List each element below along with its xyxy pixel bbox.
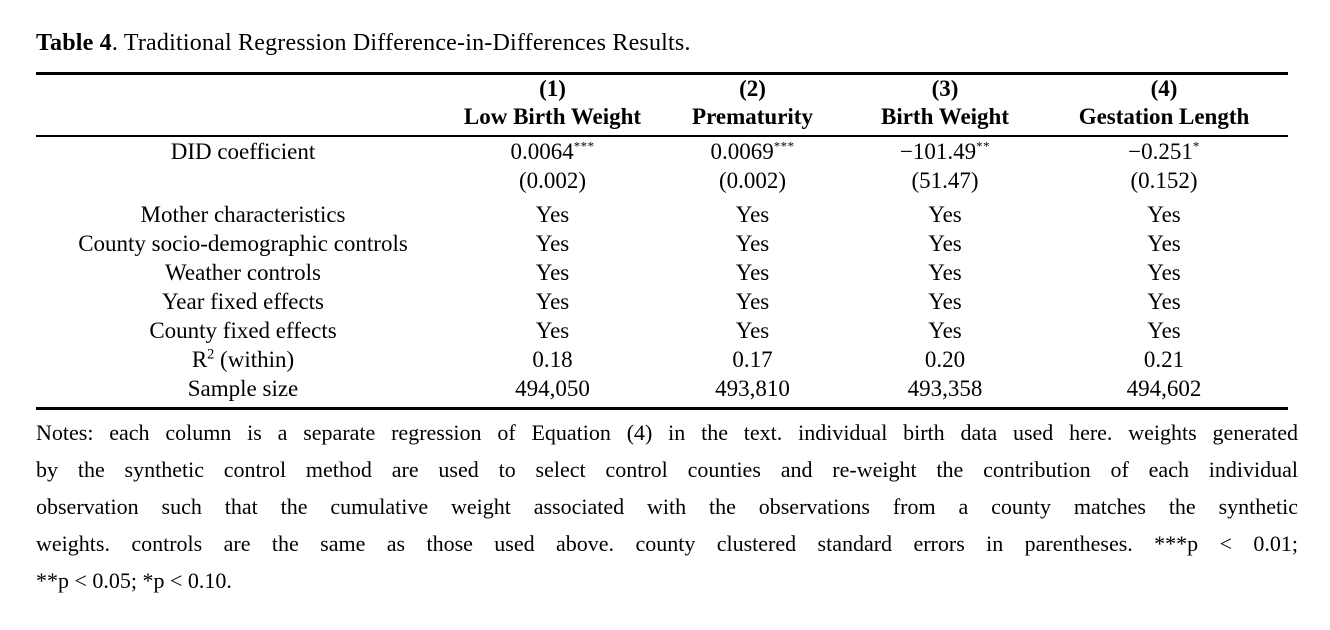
- table-row-mother-characteristics: Mother characteristics Yes Yes Yes Yes: [36, 195, 1288, 229]
- table-cell: Yes: [1147, 260, 1181, 285]
- table-cell: Yes: [735, 289, 770, 314]
- table-cell: Yes: [735, 318, 770, 343]
- notes-line: observation such that the cumulative wei…: [36, 494, 1298, 519]
- table-title: Table 4. Traditional Regression Differen…: [36, 30, 1290, 56]
- table-cell: Yes: [535, 260, 570, 285]
- notes-line: weights. controls are the same as those …: [36, 531, 1298, 556]
- table-cell: (0.152): [1130, 168, 1198, 193]
- table-title-number: Table 4: [36, 30, 112, 56]
- header-spacer: [36, 103, 450, 137]
- regression-results-table: (1) (2) (3) (4) Low Birth Weight Prematu…: [36, 72, 1288, 410]
- column-header-prematurity: Prematurity: [655, 103, 850, 137]
- table-row-did-coefficient: DID coefficient 0.0064*** 0.0069*** −101…: [36, 136, 1288, 166]
- table-cell: (51.47): [911, 168, 979, 193]
- table-row-sample-size: Sample size 494,050 493,810 493,358 494,…: [36, 374, 1288, 409]
- column-header-birth-weight: Birth Weight: [850, 103, 1040, 137]
- row-label-county-fixed-effects: County fixed effects: [149, 318, 337, 343]
- table-cell: Yes: [928, 260, 962, 285]
- table-cell: Yes: [928, 289, 962, 314]
- header-row-column-numbers: (1) (2) (3) (4): [36, 74, 1288, 104]
- table-cell: Yes: [1147, 318, 1181, 343]
- table-cell: Yes: [535, 318, 570, 343]
- column-number: (3): [931, 76, 959, 101]
- table-cell: 0.21: [1143, 347, 1185, 372]
- table-cell: −101.49**: [850, 136, 1040, 166]
- table-row-weather-controls: Weather controls Yes Yes Yes Yes: [36, 258, 1288, 287]
- table-cell: Yes: [1147, 289, 1181, 314]
- table-cell: 493,358: [907, 376, 983, 401]
- header-row-outcomes: Low Birth Weight Prematurity Birth Weigh…: [36, 103, 1288, 137]
- table-cell: Yes: [535, 231, 570, 256]
- table-cell: Yes: [535, 202, 570, 227]
- table-cell: −0.251*: [1040, 136, 1288, 166]
- table-cell: Yes: [535, 289, 570, 314]
- table-cell: 0.18: [532, 347, 573, 372]
- superscript-2: 2: [207, 346, 215, 363]
- table-cell: 494,050: [515, 376, 590, 401]
- coefficient-value: −0.251: [1128, 139, 1193, 164]
- coefficient-value: −101.49: [899, 139, 977, 164]
- row-label-weather-controls: Weather controls: [165, 260, 321, 285]
- notes-line: **p < 0.05; *p < 0.10.: [36, 568, 232, 593]
- row-label-mother-characteristics: Mother characteristics: [140, 202, 346, 227]
- table-cell: 0.20: [924, 347, 966, 372]
- row-label-did-coefficient: DID coefficient: [170, 139, 316, 164]
- row-label-year-fixed-effects: Year fixed effects: [161, 289, 324, 314]
- row-label-county-socio-demographic-controls: County socio-demographic controls: [78, 231, 408, 256]
- table-row-year-fixed-effects: Year fixed effects Yes Yes Yes Yes: [36, 287, 1288, 316]
- table-cell: Yes: [735, 231, 770, 256]
- notes-line: Notes: each column is a separate regress…: [36, 420, 1298, 445]
- table-cell: Yes: [928, 202, 962, 227]
- notes-line: by the synthetic control method are used…: [36, 457, 1298, 482]
- significance-stars: **: [976, 139, 991, 154]
- significance-stars: ***: [773, 139, 795, 154]
- table-cell: (0.002): [518, 168, 587, 193]
- row-label-sample-size: Sample size: [187, 376, 299, 401]
- table-cell: Yes: [928, 318, 962, 343]
- table-cell: Yes: [1147, 231, 1181, 256]
- table-cell: Yes: [735, 260, 770, 285]
- row-label-r-squared-within: R2 (within): [191, 346, 295, 372]
- table-cell: 0.17: [732, 347, 773, 372]
- significance-stars: *: [1192, 139, 1200, 154]
- table-row-r-squared-within: R2 (within) 0.18 0.17 0.20 0.21: [36, 345, 1288, 374]
- table-cell: 494,602: [1126, 376, 1202, 401]
- table-cell: 493,810: [715, 376, 790, 401]
- column-header-low-birth-weight: Low Birth Weight: [450, 103, 655, 137]
- column-header-gestation-length: Gestation Length: [1040, 103, 1288, 137]
- column-number: (2): [739, 76, 766, 101]
- table-cell: (0.002): [718, 168, 787, 193]
- table-cell: 0.0064***: [450, 136, 655, 166]
- table-cell: 0.0069***: [655, 136, 850, 166]
- table-cell: Yes: [735, 202, 770, 227]
- column-number: (1): [539, 76, 566, 101]
- coefficient-value: 0.0069: [710, 139, 774, 164]
- significance-stars: ***: [573, 139, 595, 154]
- table-cell: Yes: [928, 231, 962, 256]
- table-title-text: . Traditional Regression Difference-in-D…: [111, 30, 691, 56]
- header-spacer: [36, 74, 450, 104]
- column-number: (4): [1150, 76, 1178, 101]
- table-row-standard-errors: (0.002) (0.002) (51.47) (0.152): [36, 166, 1288, 195]
- paper-page: Table 4. Traditional Regression Differen…: [36, 30, 1298, 599]
- table-notes: Notes: each column is a separate regress…: [36, 414, 1298, 599]
- table-row-county-fixed-effects: County fixed effects Yes Yes Yes Yes: [36, 316, 1288, 345]
- row-label-empty: [36, 166, 450, 195]
- table-cell: Yes: [1147, 202, 1181, 227]
- table-row-county-socio-demographic-controls: County socio-demographic controls Yes Ye…: [36, 229, 1288, 258]
- coefficient-value: 0.0064: [510, 139, 574, 164]
